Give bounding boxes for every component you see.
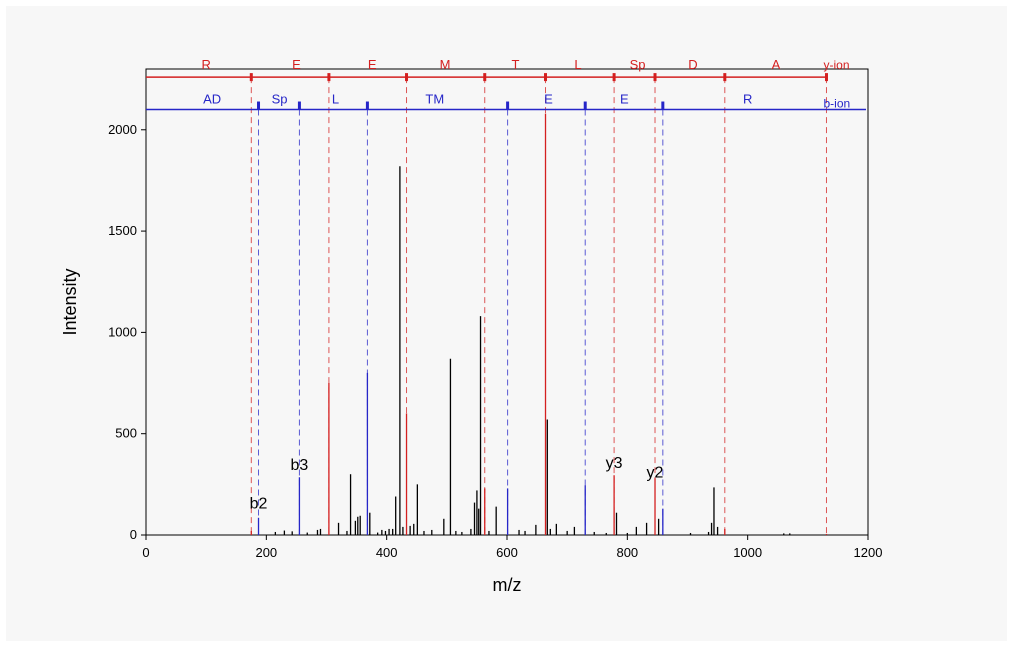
y-ion-marker xyxy=(824,73,828,82)
b-ion-marker xyxy=(661,101,665,110)
b-ion-marker xyxy=(365,101,369,110)
b-ion-residue-label: L xyxy=(332,92,339,107)
b-ion-marker xyxy=(583,101,587,110)
y-ion-residue-label: R xyxy=(201,57,210,72)
y-tick-label: 1000 xyxy=(108,324,137,339)
y-ion-residue-label: E xyxy=(292,57,301,72)
x-tick-label: 1200 xyxy=(854,545,883,560)
y-ion-residue-label: A xyxy=(772,57,781,72)
y-ion-residue-label: L xyxy=(574,57,581,72)
y-tick-label: 1500 xyxy=(108,223,137,238)
b-ion-legend: b-ion xyxy=(823,97,850,111)
fragment-label: y2 xyxy=(647,464,664,481)
b-ion-residue-label: AD xyxy=(203,92,221,107)
fragment-label: b2 xyxy=(250,496,268,513)
b-ion-residue-label: Sp xyxy=(272,92,288,107)
fragment-label: b3 xyxy=(291,457,309,474)
b-ion-marker xyxy=(257,101,261,110)
x-axis-title: m/z xyxy=(493,575,522,595)
x-tick-label: 400 xyxy=(376,545,398,560)
y-ion-residue-label: D xyxy=(688,57,697,72)
y-ion-marker xyxy=(653,73,657,82)
b-ion-marker xyxy=(506,101,510,110)
b-ion-residue-label: E xyxy=(620,92,629,107)
y-tick-label: 500 xyxy=(115,426,137,441)
y-ion-marker xyxy=(405,73,409,82)
b-ion-residue-label: E xyxy=(544,92,553,107)
b-ion-residue-label: TM xyxy=(425,92,444,107)
b-ion-marker xyxy=(297,101,301,110)
x-tick-label: 1000 xyxy=(733,545,762,560)
x-tick-label: 800 xyxy=(616,545,638,560)
y-ion-residue-label: M xyxy=(440,57,451,72)
fragment-label: y3 xyxy=(606,455,623,472)
y-ion-marker xyxy=(327,73,331,82)
y-axis-title: Intensity xyxy=(60,268,80,335)
y-ion-marker xyxy=(544,73,548,82)
y-ion-marker xyxy=(483,73,487,82)
y-ion-residue-label: E xyxy=(368,57,377,72)
y-ion-residue-label: T xyxy=(511,57,519,72)
y-ion-marker xyxy=(249,73,253,82)
y-ion-legend: y-ion xyxy=(823,58,849,72)
y-ion-residue-label: Sp xyxy=(630,57,646,72)
plot-frame xyxy=(145,68,869,536)
x-tick-label: 200 xyxy=(255,545,277,560)
b-ion-residue-label: R xyxy=(743,92,752,107)
y-tick-label: 2000 xyxy=(108,122,137,137)
y-tick-label: 0 xyxy=(130,527,137,542)
x-tick-label: 600 xyxy=(496,545,518,560)
y-ion-marker xyxy=(723,73,727,82)
x-tick-label: 0 xyxy=(142,545,149,560)
y-ion-marker xyxy=(612,73,616,82)
